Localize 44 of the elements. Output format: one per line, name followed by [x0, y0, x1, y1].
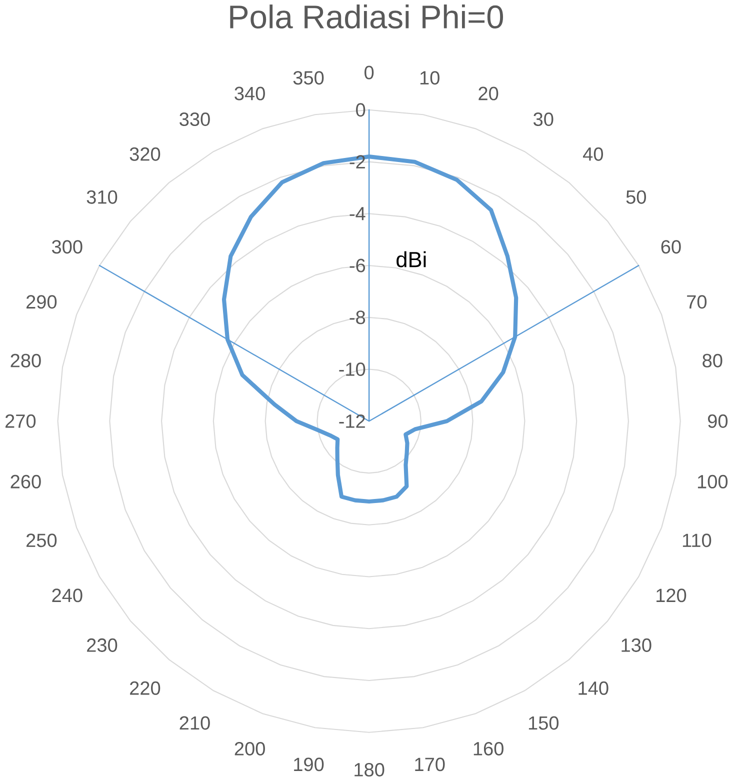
spoke-label: 170: [415, 758, 445, 772]
spoke-label: 60: [661, 240, 681, 254]
spoke-label: 350: [293, 71, 324, 85]
text: dBi: [396, 251, 426, 268]
spoke-label: 0: [364, 66, 374, 80]
spoke-label: 200: [234, 742, 266, 756]
y-tick-label: -4: [350, 207, 366, 220]
y-tick-label: -12: [339, 414, 365, 428]
spoke-label: 80: [702, 354, 722, 368]
spoke-label: 310: [86, 190, 118, 204]
y-tick-label: -10: [339, 362, 366, 376]
spoke-label: 70: [687, 295, 707, 309]
spoke-label: 90: [708, 414, 728, 428]
y-tick-label: -6: [350, 258, 366, 272]
y-tick-label: -8: [350, 310, 366, 324]
spoke-label: 10: [420, 71, 440, 85]
spoke-label: 230: [87, 638, 118, 652]
spoke-label: 50: [626, 190, 646, 204]
spoke-label: 270: [6, 414, 36, 428]
spoke-label: 30: [534, 112, 554, 126]
spoke-label: 340: [234, 86, 266, 100]
spoke-label: 220: [130, 681, 160, 695]
spoke-label: 120: [656, 588, 686, 602]
spoke-label: 160: [474, 742, 504, 756]
chart-title: Pola Radiasi Phi=0: [230, 4, 504, 29]
spoke-label: 210: [180, 716, 210, 730]
spoke-label: 150: [529, 716, 559, 730]
spoke-label: 240: [52, 588, 82, 602]
y-tick-label: 0: [356, 103, 366, 117]
spoke-label: 180: [354, 762, 384, 776]
spoke-label: 250: [26, 534, 57, 548]
spoke-label: 320: [130, 147, 160, 161]
spoke-label: 110: [683, 534, 712, 548]
spoke-label: 100: [698, 474, 728, 488]
spoke-label: 190: [294, 758, 324, 772]
spoke-label: 40: [583, 147, 604, 161]
spoke-label: 280: [10, 354, 41, 368]
spoke-label: 330: [180, 112, 210, 126]
spoke-label: 130: [622, 638, 652, 652]
spoke-label: 20: [478, 86, 498, 100]
spoke-label: 290: [26, 295, 57, 309]
spoke-label: 300: [52, 240, 82, 254]
spoke-label: 260: [10, 474, 41, 488]
spoke-label: 140: [578, 681, 608, 695]
